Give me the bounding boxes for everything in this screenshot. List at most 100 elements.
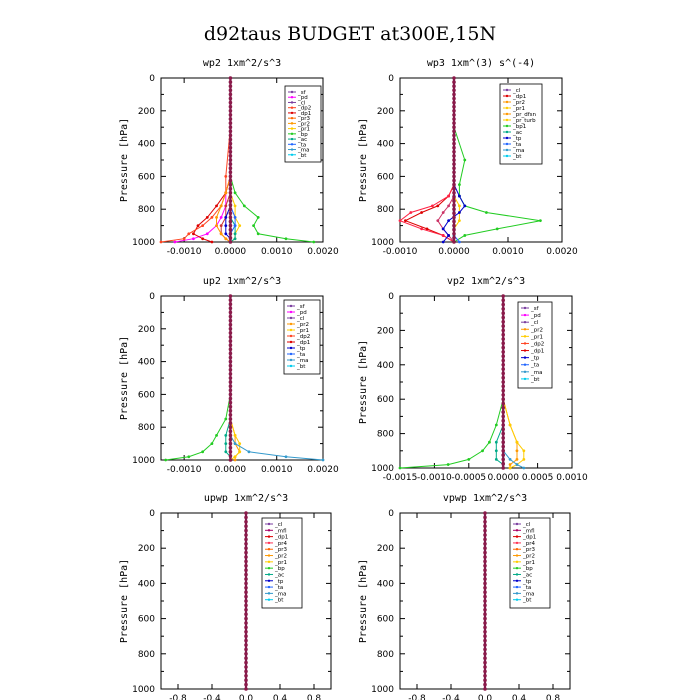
zero-profile-point [452,129,456,134]
data-point [233,455,237,459]
zero-profile-point [244,572,248,577]
legend-entry: _tp [530,356,540,362]
x-tick-label: 0.4 [512,694,527,700]
legend-marker [267,566,271,570]
zero-profile-point [244,660,248,665]
data-point [224,204,228,208]
zero-profile-point [244,546,248,550]
zero-profile-point [501,302,506,307]
zero-profile-point [228,92,233,97]
zero-profile-point [483,660,487,665]
y-tick-label: 200 [138,325,155,335]
zero-profile-point [483,555,487,559]
zero-profile-point [452,84,456,88]
zero-profile-point [501,449,506,453]
zero-profile-point [452,227,456,232]
zero-profile-point [228,191,233,195]
zero-profile-point [228,207,233,211]
y-tick-label: 0 [388,509,394,519]
data-point [515,463,519,466]
data-point [436,204,440,208]
zero-profile-point [483,581,487,586]
y-tick-label: 1000 [371,238,394,248]
data-point [233,216,237,219]
data-point [215,216,218,219]
zero-profile-point [228,450,233,454]
legend-marker [290,96,294,99]
data-point [494,458,498,461]
legend-marker [289,328,293,332]
x-tick-label: 0.0010 [556,473,588,483]
zero-profile-point [228,113,233,117]
x-tick-label: -0.0010 [167,247,202,257]
legend-marker [523,342,527,345]
zero-profile-point [452,88,456,93]
data-point [201,224,205,228]
legend-entry: _ta [297,142,306,148]
zero-profile-point [452,141,456,146]
zero-profile-point [228,306,233,311]
legend-entry: _pr2 [512,100,525,106]
zero-profile-point [452,211,456,216]
zero-profile-point [452,80,456,84]
legend-entry: _ac [512,130,522,136]
zero-profile-point [452,158,456,162]
data-point [485,211,488,214]
y-tick-label: 200 [377,544,394,554]
zero-profile-point [483,643,487,647]
legend-entry: _sf [297,90,307,96]
zero-profile-point [228,96,233,101]
legend-entry: _dp1 [296,340,310,346]
legend-entry: _ma [530,370,542,376]
data-point [447,204,450,208]
data-point [284,237,288,241]
zero-profile-point [452,199,456,203]
data-point [205,216,209,219]
zero-profile-point [228,421,233,425]
data-point [441,211,445,214]
data-point [463,234,467,237]
data-point [224,216,228,219]
zero-profile-point [244,603,248,608]
legend-marker [289,304,293,308]
y-tick-label: 200 [377,326,394,336]
data-point [187,232,191,236]
legend-entry: _bt [512,154,522,160]
zero-profile-point [228,327,233,331]
zero-profile-point [244,590,248,594]
zero-profile-point [228,186,233,191]
zero-profile-point [501,345,506,350]
zero-profile-point [501,320,506,324]
legend-marker [290,116,294,120]
zero-profile-point [228,376,233,380]
legend: _sf_pd_cl_pr2_pr1_dp2 _dp1_tp_ta_ma_bt [517,301,553,389]
data-point [210,442,214,445]
legend-marker [515,573,519,576]
legend-entry: _dp2 [296,334,310,340]
y-axis-label: Pressure [hPa] [358,118,369,202]
y-axis-label: Pressure [hPa] [119,559,130,643]
zero-profile-point [228,227,233,232]
legend-entry: _pr4 [274,541,288,547]
data-point [463,204,467,208]
y-tick-label: 1000 [132,238,155,248]
zero-profile-point [501,311,506,316]
legend-marker [505,118,509,122]
zero-profile-point [501,431,506,436]
panel-title: wp3 1xm^(3) s^(-4) [427,58,535,69]
legend-marker [505,136,509,140]
legend-marker [289,358,293,362]
zero-profile-point [501,418,506,423]
zero-profile-point [501,384,506,389]
legend-entry: _pr1 [522,560,535,566]
data-point [219,232,223,236]
zero-profile-point [228,318,233,323]
zero-profile-point [244,537,248,542]
zero-profile-point [244,581,248,586]
legend-entry: _dp2 [530,341,544,347]
legend-marker [505,88,509,92]
zero-profile-point [244,612,248,616]
zero-profile-point [501,375,506,380]
zero-profile-point [501,461,506,466]
y-tick-label: 400 [377,140,394,150]
